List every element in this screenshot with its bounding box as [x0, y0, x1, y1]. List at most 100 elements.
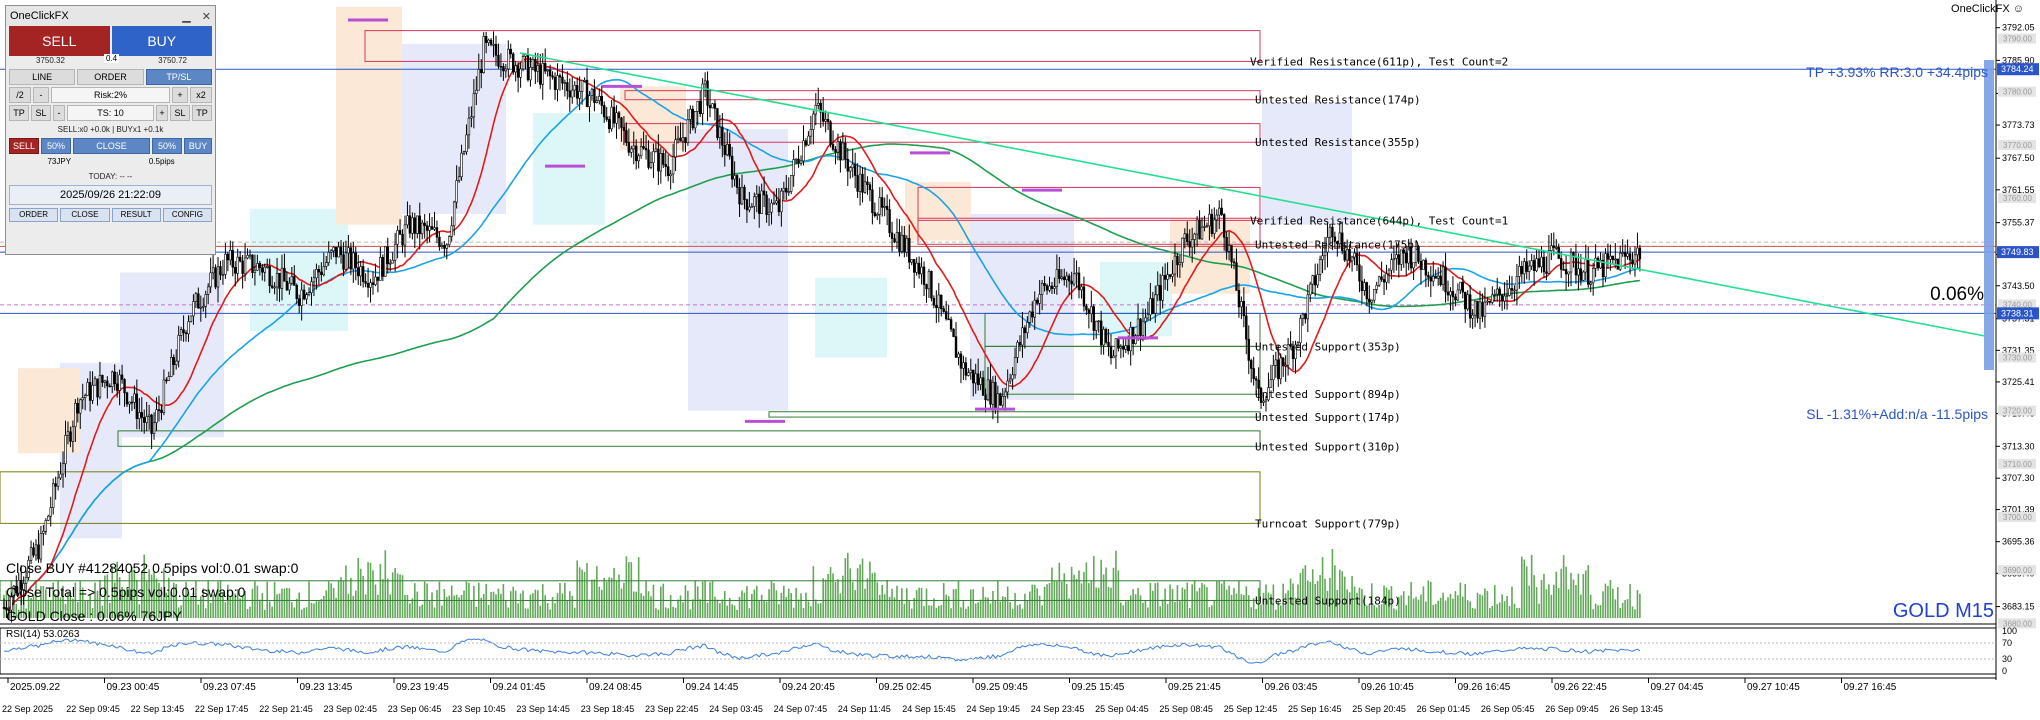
volume-bar — [797, 599, 800, 618]
candle-body — [812, 113, 815, 130]
volume-bar — [1449, 593, 1452, 618]
close-all-button[interactable]: CLOSE — [73, 138, 150, 154]
corner-brand[interactable]: OneClickFX ☺ — [1951, 3, 2024, 15]
volume-bar — [394, 568, 396, 618]
candle-body — [1498, 288, 1501, 296]
candle-body — [184, 332, 188, 335]
candle-body — [558, 75, 562, 78]
volume-bar — [960, 607, 962, 618]
lot-multiply-button[interactable]: x2 — [190, 87, 212, 103]
candle-body — [647, 149, 650, 168]
lot-minus-button[interactable]: - — [33, 87, 49, 103]
ts-minus-button[interactable]: - — [53, 105, 65, 121]
time-tick-label: 09.27 16:45 — [1844, 682, 1897, 693]
candle-body — [1294, 344, 1297, 360]
bottom-tab-config[interactable]: CONFIG — [162, 208, 212, 222]
volume-bar — [999, 601, 1002, 618]
close-buy-button[interactable]: BUY — [184, 138, 212, 154]
tab-line[interactable]: LINE — [9, 69, 76, 85]
candle-body — [145, 416, 148, 423]
volume-bars — [3, 548, 1641, 618]
candle-body — [1250, 360, 1253, 369]
lot-plus-button[interactable]: + — [172, 87, 188, 103]
volume-bar — [829, 567, 832, 618]
ts-field[interactable]: TS: 10 — [67, 105, 154, 121]
time-lower-label: 24 Sep 19:45 — [967, 704, 1021, 714]
candle-body — [337, 246, 340, 258]
candle-body — [964, 362, 968, 376]
tp-right-button[interactable]: TP — [192, 105, 212, 121]
candle-body — [726, 144, 729, 156]
zone-box — [768, 411, 1261, 418]
oneclickfx-panel[interactable]: OneClickFX ▁ ✕ SELL BUY 0.4 3750.32 3750… — [5, 5, 216, 255]
trendline[interactable] — [519, 52, 1986, 337]
volume-bar — [485, 583, 487, 618]
candle-body — [809, 129, 813, 137]
volume-bar — [1540, 580, 1543, 618]
tab-order[interactable]: ORDER — [77, 69, 144, 85]
volume-bar — [276, 594, 278, 618]
ts-plus-button[interactable]: + — [156, 105, 168, 121]
minimize-icon[interactable]: ▁ — [182, 10, 191, 23]
buy-button[interactable]: BUY — [111, 26, 212, 56]
volume-bar — [1471, 607, 1474, 618]
candle-body — [962, 362, 965, 369]
volume-bar — [721, 599, 724, 618]
volume-bar — [374, 584, 377, 618]
candle-body — [1323, 251, 1327, 257]
volume-bar — [1375, 607, 1378, 618]
volume-bar — [1213, 599, 1216, 618]
candle-body — [1203, 226, 1206, 228]
close-sell-button[interactable]: SELL — [9, 138, 39, 154]
time-lower-label: 24 Sep 15:45 — [902, 704, 956, 714]
volume-bar — [792, 607, 795, 618]
volume-bar — [1061, 581, 1063, 618]
volume-bar — [1570, 572, 1572, 618]
tab-tpsl[interactable]: TP/SL — [145, 69, 212, 85]
volume-bar — [42, 585, 45, 618]
close-icon[interactable]: ✕ — [201, 10, 211, 23]
close-sell-half-button[interactable]: 50% — [41, 138, 71, 154]
volume-bar — [1100, 559, 1102, 618]
volume-bar — [539, 605, 542, 618]
candle-body — [1412, 262, 1415, 269]
volume-bar — [126, 587, 128, 618]
candle-body — [133, 393, 136, 403]
time-lower-label: 25 Sep 16:45 — [1288, 704, 1342, 714]
candle-body — [460, 152, 463, 178]
bottom-tab-result[interactable]: RESULT — [111, 208, 161, 222]
bottom-tab-order[interactable]: ORDER — [9, 208, 59, 222]
candle-body — [128, 401, 131, 405]
candle-body — [47, 515, 50, 521]
candle-body — [202, 305, 205, 308]
candle-body — [1355, 252, 1359, 266]
candle-body — [1119, 346, 1123, 349]
volume-bar — [1279, 605, 1282, 618]
tp-left-button[interactable]: TP — [9, 105, 29, 121]
sl-left-button[interactable]: SL — [31, 105, 51, 121]
sell-button[interactable]: SELL — [9, 26, 110, 56]
candle-body — [369, 282, 372, 288]
candle-body — [61, 463, 65, 475]
candle-body — [674, 139, 677, 158]
candle-body — [332, 246, 335, 252]
volume-bar — [615, 580, 618, 618]
lot-divide-button[interactable]: /2 — [9, 87, 31, 103]
panel-titlebar[interactable]: OneClickFX ▁ ✕ — [6, 6, 215, 26]
rsi-tick-label: 30 — [2002, 654, 2012, 664]
volume-bar — [411, 598, 414, 618]
volume-bar — [596, 566, 598, 618]
volume-bar — [214, 594, 217, 618]
close-buy-half-button[interactable]: 50% — [152, 138, 182, 154]
candle-body — [610, 106, 613, 130]
buy-price: 3750.72 — [158, 56, 187, 65]
sl-right-button[interactable]: SL — [170, 105, 190, 121]
volume-bar — [288, 588, 291, 618]
risk-field[interactable]: Risk:2% — [51, 87, 170, 103]
zone-box — [624, 123, 1261, 143]
volume-bar — [1097, 587, 1100, 618]
candle-body — [686, 118, 690, 144]
bottom-tab-close[interactable]: CLOSE — [60, 208, 110, 222]
volume-bar — [1348, 592, 1351, 618]
